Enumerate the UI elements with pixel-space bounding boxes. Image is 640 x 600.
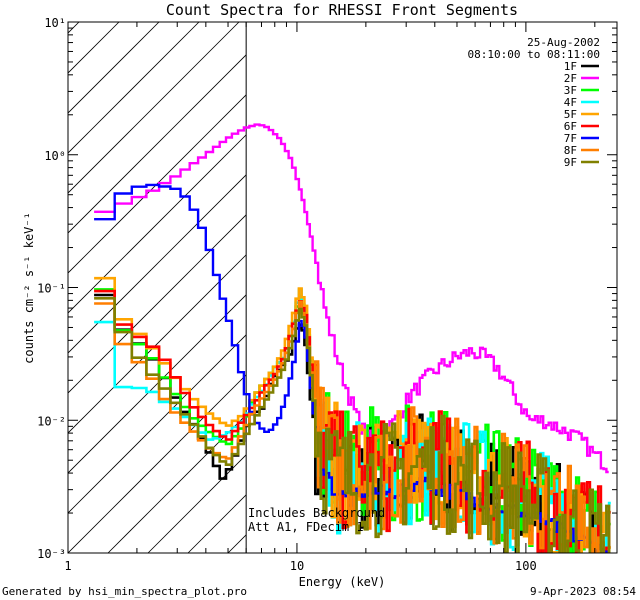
hatch-line <box>68 22 280 234</box>
x-tick-label: 1 <box>64 559 71 573</box>
legend-label-5F: 5F <box>564 108 577 121</box>
header-date: 25-Aug-2002 <box>527 36 600 49</box>
x-axis-label: Energy (keV) <box>299 575 386 589</box>
legend-label-8F: 8F <box>564 144 577 157</box>
series-2F <box>94 123 609 474</box>
y-tick-label: 10⁻³ <box>37 547 66 561</box>
legend-label-6F: 6F <box>564 120 577 133</box>
legend-label-1F: 1F <box>564 60 577 73</box>
chart-title: Count Spectra for RHESSI Front Segments <box>166 1 518 19</box>
hatch-line <box>68 22 320 274</box>
legend-label-3F: 3F <box>564 84 577 97</box>
x-tick-label: 100 <box>515 559 537 573</box>
legend-label-9F: 9F <box>564 156 577 169</box>
hatch-line <box>68 22 200 154</box>
hatch-line <box>68 22 240 194</box>
annotation-attenuator: Att A1, FDecim 1 <box>248 520 364 534</box>
annotation-background: Includes Background <box>248 506 385 520</box>
legend-label-2F: 2F <box>564 72 577 85</box>
x-tick-label: 10 <box>290 559 304 573</box>
y-tick-label: 10⁻¹ <box>37 282 66 296</box>
footer-timestamp: 9-Apr-2023 08:54 <box>530 585 636 598</box>
footer-generated-by: Generated by hsi_min_spectra_plot.pro <box>2 585 247 598</box>
header-time-range: 08:10:00 to 08:11:00 <box>468 48 600 61</box>
y-tick-label: 10⁰ <box>44 149 66 163</box>
legend-label-4F: 4F <box>564 96 577 109</box>
series-layer <box>94 123 611 553</box>
series-9F <box>94 297 611 553</box>
legend-label-7F: 7F <box>564 132 577 145</box>
hatch-line <box>68 22 160 114</box>
y-tick-label: 10¹ <box>44 16 66 30</box>
y-axis-label: counts cm⁻² s⁻¹ keV⁻¹ <box>22 212 36 364</box>
y-tick-label: 10⁻² <box>37 414 66 428</box>
axis-ticks: 1 10 100 10⁻³ 10⁻² 10⁻¹ 10⁰ 10¹ <box>37 16 617 573</box>
